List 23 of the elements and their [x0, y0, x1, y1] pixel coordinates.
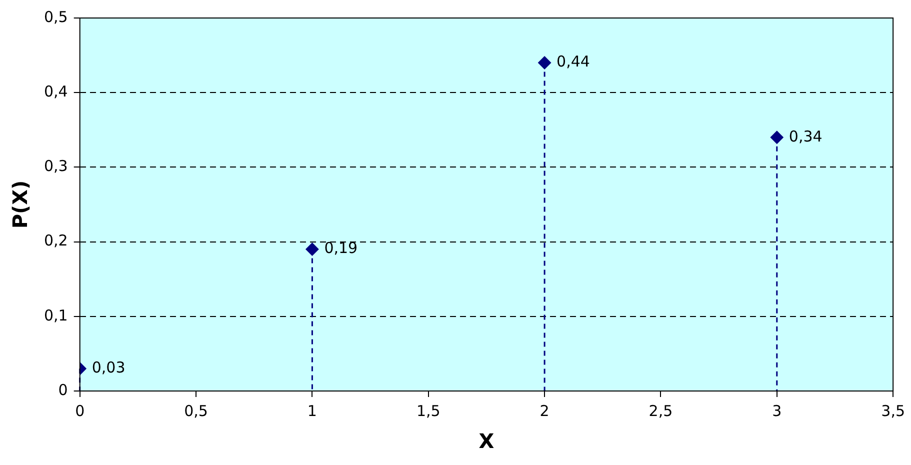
- y-tick-label: 0,4: [44, 82, 68, 100]
- x-tick-label: 1,5: [416, 402, 440, 420]
- y-axis-title: P(X): [8, 180, 32, 229]
- y-tick-label: 0: [58, 380, 68, 399]
- y-tick-label: 0,3: [44, 157, 68, 176]
- x-axis-title: X: [478, 429, 495, 454]
- x-tick-label: 0,5: [184, 402, 208, 420]
- data-label: 0,44: [556, 52, 590, 71]
- y-tick-label: 0,5: [44, 8, 68, 26]
- x-tick-label: 3: [772, 402, 782, 420]
- x-tick-label: 2,5: [648, 402, 673, 420]
- y-tick-label: 0,1: [44, 306, 68, 324]
- point: [538, 56, 552, 70]
- data-label: 0,03: [92, 358, 126, 377]
- point: [306, 242, 319, 256]
- x-tick-label: 1: [307, 402, 317, 420]
- x-tick-label: 0: [75, 402, 85, 420]
- data-label: 0,19: [324, 239, 358, 258]
- y-tick-label: 0,2: [44, 232, 68, 250]
- x-tick-label: 2: [540, 402, 550, 420]
- x-tick-label: 3,5: [881, 402, 905, 420]
- data-label: 0,34: [788, 127, 822, 146]
- point: [770, 130, 784, 144]
